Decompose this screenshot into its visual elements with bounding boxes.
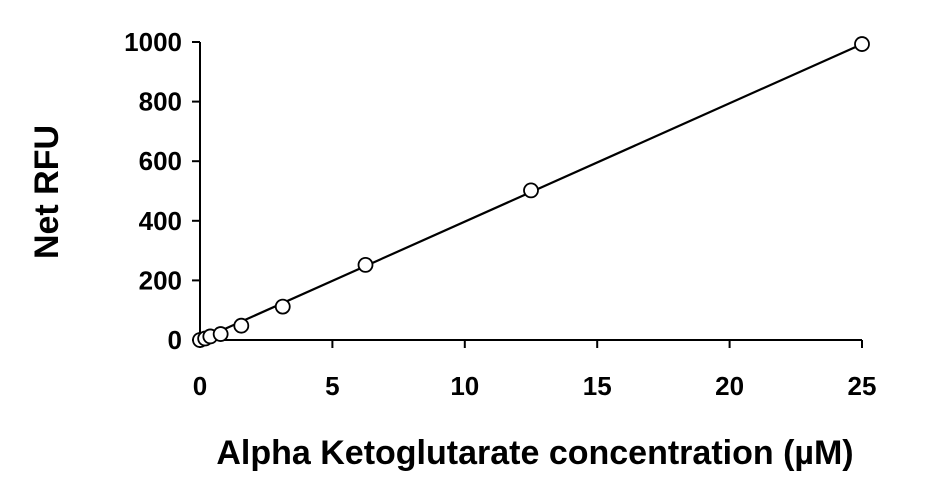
- data-point: [233, 317, 250, 334]
- data-point: [212, 326, 229, 342]
- x-tick-label: 20: [715, 371, 744, 401]
- x-axis-ticks: 0 5 10 15 20 25: [193, 340, 877, 401]
- data-point: [274, 298, 291, 315]
- x-tick-label: 25: [848, 371, 877, 401]
- axes: [199, 42, 862, 341]
- x-tick-label: 0: [193, 371, 207, 401]
- data-point: [854, 36, 870, 52]
- data-point: [523, 182, 539, 199]
- x-tick-label: 10: [450, 371, 479, 401]
- y-tick-label: 400: [139, 206, 182, 236]
- data-point: [357, 257, 374, 273]
- y-tick-label: 800: [139, 87, 182, 117]
- x-tick-label: 5: [325, 371, 339, 401]
- y-tick-label: 0: [168, 325, 182, 355]
- y-tick-label: 600: [139, 146, 182, 176]
- y-tick-label: 200: [139, 265, 182, 295]
- data-points: [192, 36, 870, 348]
- y-tick-label: 1000: [124, 27, 182, 57]
- x-axis-title: Alpha Ketoglutarate concentration (µM): [216, 434, 853, 472]
- x-tick-label: 15: [583, 371, 612, 401]
- y-axis-title: Net RFU: [28, 125, 66, 259]
- y-axis-ticks: 0 200 400 600 800 1000: [124, 27, 200, 355]
